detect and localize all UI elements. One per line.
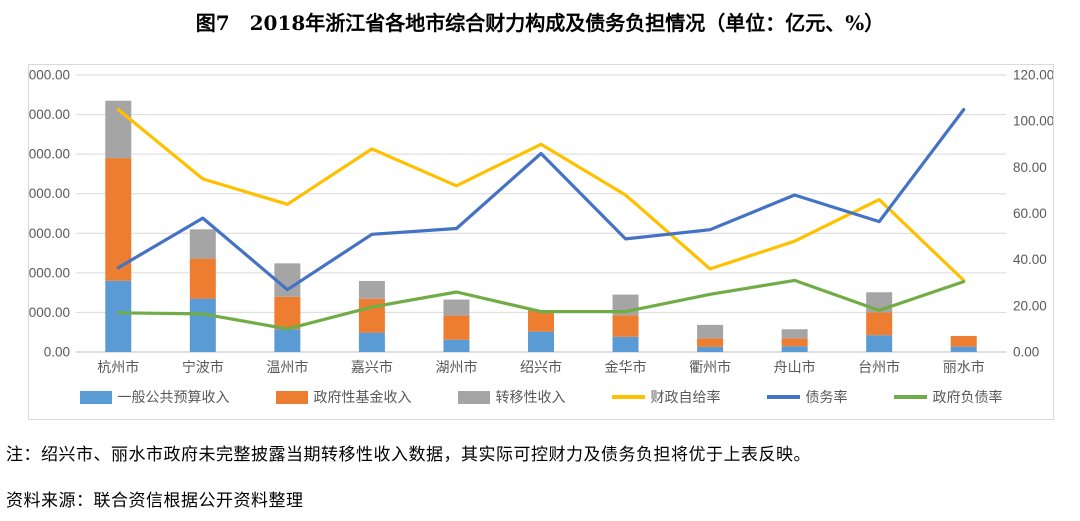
legend-swatch-icon [79, 390, 112, 404]
bar-segment [697, 346, 724, 352]
legend-item: 政府性基金收入 [275, 387, 412, 407]
bar-segment [105, 280, 132, 352]
right-axis-tick-label: 60.00 [1013, 206, 1047, 221]
bar-segment [781, 346, 808, 352]
x-axis-label: 绍兴市 [520, 359, 562, 375]
x-axis-label: 宁波市 [182, 359, 224, 375]
legend-label: 债务率 [805, 389, 848, 405]
figure-title: 图7 2018年浙江省各地市综合财力构成及债务负担情况（单位：亿元、%） [195, 11, 885, 35]
bar-segment [358, 332, 385, 352]
legend-swatch-icon [893, 395, 927, 399]
legend-swatch-icon [457, 390, 490, 404]
bar-segment [189, 298, 216, 352]
left-axis-tick-label: 4000.00 [29, 186, 70, 201]
right-axis-tick-label: 20.00 [1013, 298, 1047, 313]
bar-segment [443, 299, 470, 316]
bar-segment [528, 310, 554, 332]
left-axis-tick-label: 5000.00 [29, 147, 70, 162]
left-axis-tick-label: 2000.00 [29, 265, 70, 280]
left-axis-tick-label: 3000.00 [29, 226, 70, 241]
footnote: 注：绍兴市、丽水市政府未完整披露当期转移性收入数据，其实际可控财力及债务负担将优… [6, 445, 811, 465]
legend-item: 政府负债率 [893, 387, 1003, 407]
legend-label: 财政自给率 [650, 389, 721, 405]
right-axis-tick-label: 40.00 [1013, 252, 1047, 267]
right-axis-tick-label: 0.00 [1013, 345, 1039, 360]
bar-segment [443, 315, 470, 340]
x-axis-label: 嘉兴市 [351, 359, 393, 375]
bar-segment [105, 158, 132, 281]
bar-segment [274, 329, 301, 352]
x-axis-label: 台州市 [858, 359, 900, 375]
bar-segment [781, 338, 808, 347]
bar-segment [358, 280, 385, 299]
left-axis-tick-label: 6000.00 [29, 107, 70, 122]
left-axis-tick-label: 1000.00 [29, 305, 70, 320]
right-axis-tick-label: 80.00 [1013, 160, 1047, 175]
right-axis-tick-label: 100.00 [1013, 114, 1053, 129]
bar-segment [697, 324, 724, 339]
x-axis-label: 衢州市 [689, 359, 731, 375]
legend-label: 政府性基金收入 [313, 389, 412, 405]
legend-item: 财政自给率 [611, 387, 721, 407]
bar-segment [189, 229, 216, 259]
chart-area: 0.00 1000.00 2000.00 3000.00 4000.00 5000.00 6… [21, 64, 1054, 420]
line-series [116, 278, 966, 331]
left-axis-tick-label: 0.00 [44, 345, 70, 360]
bar-segment [866, 312, 893, 336]
x-axis-label: 舟山市 [774, 359, 816, 375]
legend-item: 一般公共预算收入 [79, 387, 230, 407]
legend-swatch-icon [611, 395, 645, 399]
bar-segment [866, 335, 893, 352]
right-axis-tick-label: 120.00 [1013, 68, 1053, 83]
bar-segment [443, 339, 470, 352]
legend-swatch-icon [275, 390, 308, 404]
bar-segment [612, 315, 639, 337]
bar-segment [950, 346, 977, 352]
bar-segment [612, 336, 639, 352]
bar-segment [189, 258, 216, 299]
source-note: 资料来源：联合资信根据公开资料整理 [6, 491, 304, 511]
legend-swatch-icon [766, 395, 800, 399]
chart-legend: 一般公共预算收入 政府性基金收入 转移性收入 财政自给率 债务率 政府负债率 [29, 387, 1053, 407]
legend-label: 政府负债率 [932, 389, 1003, 405]
bar-segment [274, 296, 301, 330]
legend-label: 转移性收入 [495, 389, 566, 405]
line-series [116, 107, 966, 292]
line-series [116, 107, 966, 282]
x-axis-label: 丽水市 [943, 359, 985, 375]
bar-segment [781, 329, 808, 339]
bar-segment [697, 338, 724, 347]
x-axis-label: 湖州市 [435, 359, 477, 375]
legend-item: 债务率 [766, 387, 848, 407]
bar-segment [950, 335, 977, 347]
bar-segment [528, 331, 554, 352]
x-axis-label: 金华市 [605, 359, 647, 375]
legend-item: 转移性收入 [457, 387, 566, 407]
legend-label: 一般公共预算收入 [117, 389, 230, 405]
x-axis-label: 温州市 [266, 359, 308, 375]
combo-chart: 0.00 1000.00 2000.00 3000.00 4000.00 5000.00 6… [21, 68, 1054, 376]
left-axis-tick-label: 7000.00 [29, 68, 70, 83]
x-axis-label: 杭州市 [97, 359, 139, 375]
